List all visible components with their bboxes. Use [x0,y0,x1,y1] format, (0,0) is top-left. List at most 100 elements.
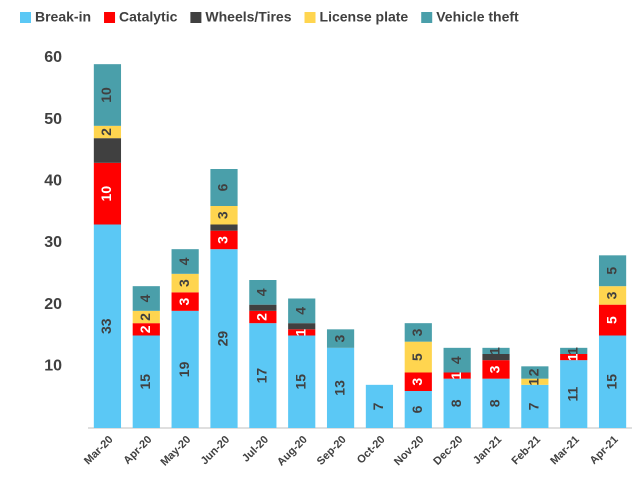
x-tick-label: Mar-20 [82,434,116,468]
data-label: 1 [487,347,503,355]
bar-segment [171,273,199,293]
x-tick-label: Dec-20 [431,434,465,468]
bar-segment [288,329,316,336]
legend-swatch [20,12,31,23]
data-label: 1 [564,353,580,361]
data-label: 19 [176,361,192,377]
data-label: 1 [292,328,308,336]
bar-segment [521,384,549,428]
bar-segment [404,391,432,428]
data-label: 3 [215,211,231,219]
x-tick-label: Aug-20 [275,434,310,469]
bar-segment [132,310,160,324]
bar-segment [482,360,510,379]
data-label: 3 [215,236,231,244]
data-label: 29 [215,331,231,347]
bar-segment [443,372,471,379]
data-label: 3 [331,334,347,342]
x-tick-label: Jul-20 [240,434,271,465]
bar-segment [210,206,238,225]
bar-segment [482,354,510,361]
bar-segment [132,335,160,428]
x-tick-label: May-20 [158,434,193,469]
bar-segment [93,224,122,428]
data-label: 3 [603,291,619,299]
bar-segment [404,323,432,342]
legend-label: License plate [320,9,409,25]
data-label: 2 [98,128,114,136]
data-label: 15 [292,374,308,390]
bar-segment [132,323,160,336]
bar-segment [93,125,122,139]
bar-segment [249,310,277,324]
bar-segment [404,372,432,391]
bar-segment [249,280,277,305]
data-label: 2 [254,313,270,321]
data-label: 1 [526,378,542,386]
data-label: 3 [409,378,425,386]
y-tick-label: 20 [44,296,62,313]
x-tick-label: Apr-20 [121,434,154,467]
bar-segment [404,341,432,373]
bar-segment [521,366,549,379]
data-label: 5 [603,316,619,324]
x-tick-label: Mar-21 [548,434,582,468]
x-tick-label: Jan-21 [471,434,504,467]
data-label: 10 [98,186,114,202]
y-tick-label: 10 [44,358,62,375]
y-tick-label: 40 [44,173,62,190]
data-label: 3 [409,328,425,336]
bar-segment [249,323,277,428]
bar-segment [210,230,238,250]
bar-segment [560,347,588,354]
legend-label: Wheels/Tires [205,9,291,25]
legend-label: Vehicle theft [436,9,519,25]
legend-label: Break-in [35,9,91,25]
data-label: 1 [564,347,580,355]
data-label: 13 [331,380,347,396]
bar-segment [443,378,471,428]
bar-segment [365,384,394,428]
bar-segment [560,360,588,428]
bar-segment [521,378,549,385]
x-tick-label: Feb-21 [509,434,543,468]
data-label: 4 [448,356,464,364]
bar-segment [210,249,238,428]
bar-segment [93,64,122,126]
bar-segment [210,169,238,206]
bar-segment [171,249,199,274]
x-tick-label: Nov-20 [392,434,426,468]
data-label: 1 [448,371,464,379]
y-tick-label: 50 [44,111,62,128]
data-label: 10 [98,87,114,103]
data-label: 5 [603,267,619,275]
bar-segment [598,255,627,287]
data-label: 2 [137,313,153,321]
bar-segment [443,347,471,373]
bar-segment [93,162,122,225]
bar-segment [132,286,160,311]
data-label: 15 [603,374,619,390]
data-label: 5 [409,353,425,361]
bar-segment [598,286,627,305]
x-tick-label: Apr-21 [588,434,621,467]
legend-swatch [104,12,116,23]
data-label: 6 [409,405,425,413]
bar-segment [288,298,316,324]
data-label: 3 [487,365,503,373]
x-tick-label: Jun-20 [199,434,233,468]
data-label: 2 [526,368,542,376]
data-label: 4 [137,294,153,302]
data-label: 7 [370,402,386,410]
data-label: 4 [254,288,270,296]
bar-segment [210,224,238,231]
data-label: 8 [487,399,503,407]
y-tick-label: 30 [44,234,62,251]
bar-segment [171,310,199,428]
bar-segment [93,138,122,163]
data-label: 8 [448,399,464,407]
data-label: 33 [98,318,114,334]
y-tick-label: 60 [44,49,62,66]
bar-segment [482,347,510,354]
